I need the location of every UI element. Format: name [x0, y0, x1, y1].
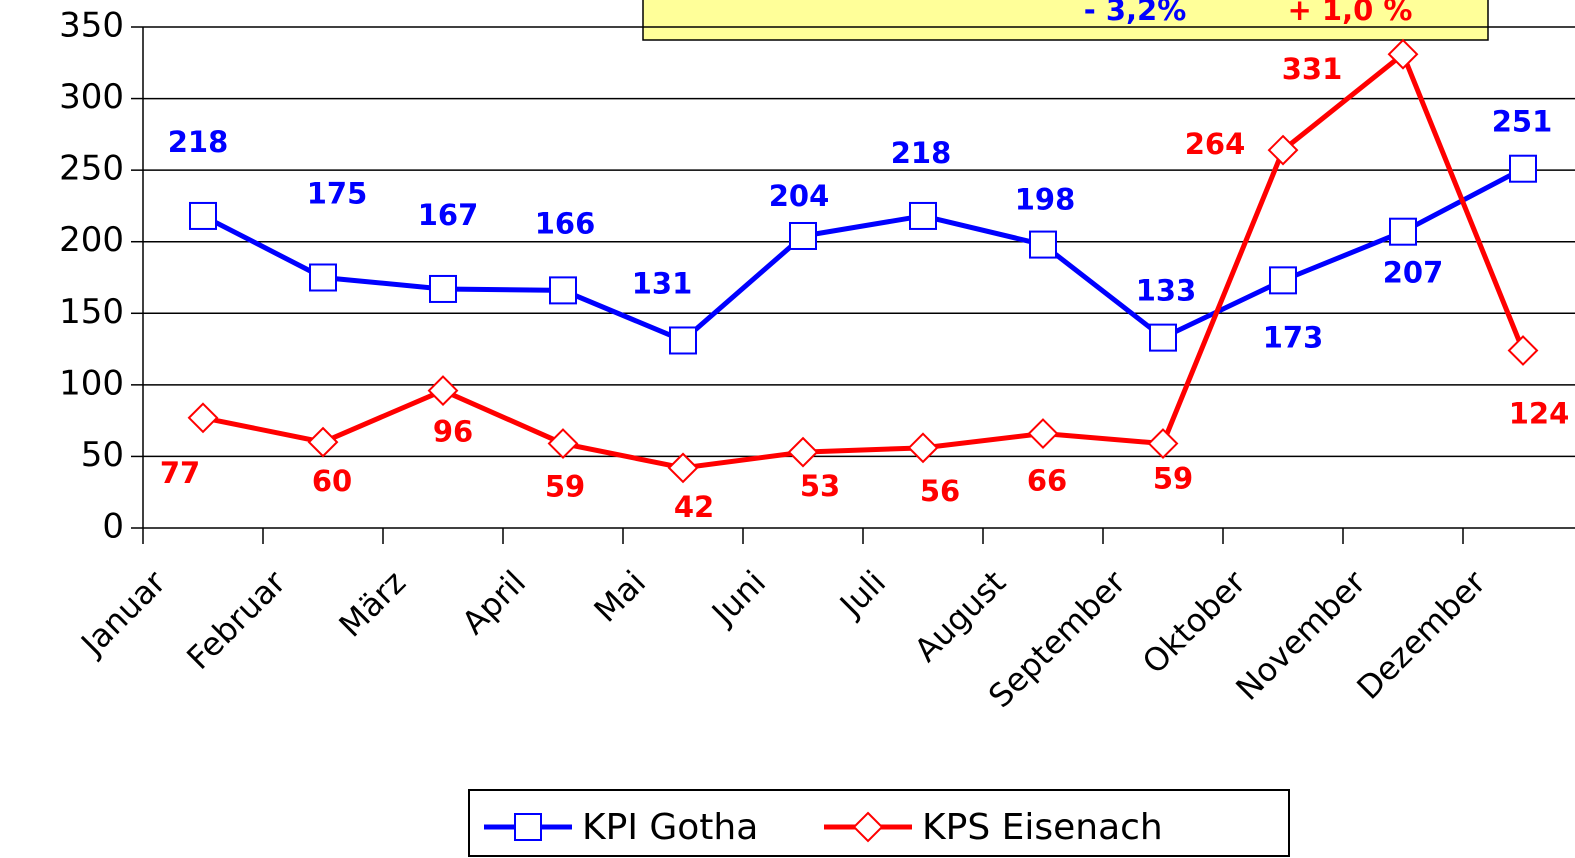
data-point [309, 263, 337, 292]
x-tick-label: April [454, 563, 533, 642]
data-label: 167 [418, 198, 479, 232]
data-point [549, 276, 577, 305]
legend-marker [852, 811, 884, 843]
y-tick-label: 100 [59, 363, 124, 403]
data-point [1509, 154, 1537, 183]
data-label: 77 [160, 456, 200, 490]
data-point [1149, 323, 1177, 352]
data-point [789, 221, 817, 250]
x-tick-label: Dezember [1349, 563, 1493, 707]
series-line [202, 50, 1526, 471]
data-point [189, 201, 217, 230]
legend-label: KPI Gotha [582, 807, 758, 848]
data-point [427, 375, 459, 406]
data-label: 131 [632, 266, 693, 300]
data-label: 207 [1383, 256, 1444, 290]
data-point [907, 432, 939, 464]
data-label: 42 [674, 490, 714, 524]
annotation: - 3,2% [1084, 0, 1187, 27]
x-tick-label: März [332, 563, 413, 644]
data-label: 66 [1027, 464, 1067, 498]
data-point [307, 426, 339, 458]
data-label: 218 [891, 136, 952, 170]
x-tick-label: Mai [586, 563, 653, 630]
data-label: 133 [1136, 274, 1197, 308]
y-tick-label: 150 [59, 292, 124, 332]
x-tick-label: Februar [179, 563, 293, 677]
x-tick-label: Juli [831, 563, 893, 625]
data-point [429, 274, 457, 303]
x-tick-label: November [1228, 563, 1373, 708]
data-point [1389, 217, 1417, 246]
data-point [1387, 38, 1419, 70]
data-label: 166 [535, 206, 596, 240]
data-label: 60 [312, 464, 352, 498]
data-label: 331 [1282, 52, 1343, 86]
x-tick-label: Januar [72, 563, 173, 664]
data-point [1147, 428, 1179, 459]
data-label: 204 [769, 179, 830, 213]
y-tick-label: 50 [81, 435, 124, 475]
data-label: 173 [1263, 320, 1324, 354]
data-label: 264 [1185, 127, 1246, 161]
data-label: 59 [1153, 462, 1193, 496]
data-point [787, 436, 819, 468]
data-point [547, 428, 579, 459]
data-label: 96 [433, 415, 473, 449]
data-label: 56 [920, 474, 960, 508]
data-label: 53 [800, 469, 840, 503]
y-tick-label: 200 [59, 220, 124, 260]
data-label: 198 [1015, 183, 1076, 217]
data-point [1269, 266, 1297, 295]
data-point [1029, 230, 1057, 259]
annotation-box [642, 0, 1489, 41]
data-label: 218 [168, 125, 229, 159]
y-tick-label: 0 [102, 507, 124, 547]
x-tick-label: August [907, 563, 1013, 669]
data-label: 251 [1492, 105, 1553, 139]
data-point [909, 201, 937, 230]
data-point [1507, 335, 1539, 366]
data-label: 175 [307, 177, 368, 211]
data-point [669, 326, 697, 355]
y-tick-label: 350 [59, 6, 124, 46]
y-tick-label: 250 [59, 149, 124, 189]
data-point [187, 402, 219, 434]
x-tick-label: Oktober [1135, 563, 1254, 682]
data-point [667, 452, 699, 484]
legend-label: KPS Eisenach [922, 807, 1163, 848]
y-tick-label: 300 [59, 77, 124, 117]
data-label: 59 [545, 470, 585, 504]
data-point [1027, 418, 1059, 449]
data-label: 124 [1509, 397, 1570, 431]
x-tick-label: Juni [703, 563, 773, 633]
data-point [1267, 134, 1299, 166]
legend-marker [514, 813, 542, 841]
series-line [201, 166, 1525, 344]
annotation: + 1,0 % [1288, 0, 1413, 27]
